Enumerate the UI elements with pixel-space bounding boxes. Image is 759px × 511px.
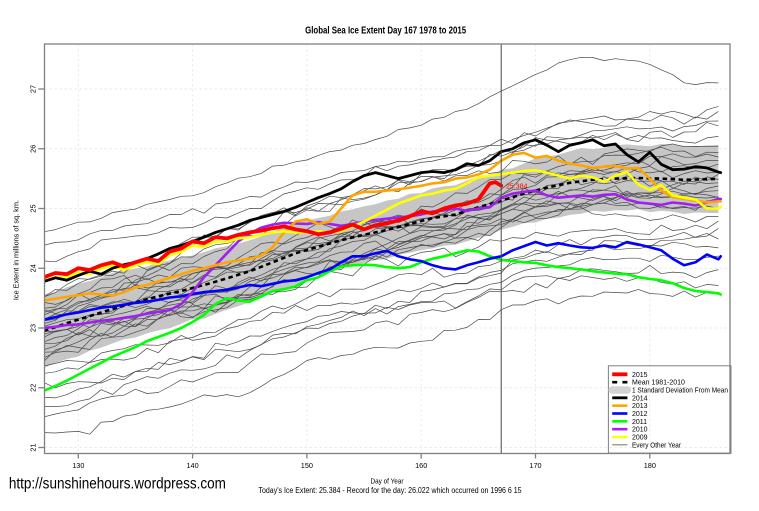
svg-text:2012: 2012: [632, 411, 648, 418]
svg-text:27: 27: [29, 85, 38, 93]
svg-text:22: 22: [29, 384, 38, 392]
svg-text:2014: 2014: [632, 395, 648, 402]
svg-text:Global Sea Ice Extent Day 167: Global Sea Ice Extent Day 167 1978 to 20…: [305, 25, 466, 37]
svg-text:http://sunshinehours.wordpress: http://sunshinehours.wordpress.com: [9, 475, 226, 492]
svg-text:140: 140: [187, 461, 199, 470]
svg-text:2010: 2010: [632, 427, 648, 434]
svg-text:Mean 1981-2010: Mean 1981-2010: [632, 380, 685, 387]
svg-text:Ice Extent in millions of sq.: Ice Extent in millions of sq. km.: [11, 200, 20, 300]
svg-text:1 Standard Deviation From Mean: 1 Standard Deviation From Mean: [632, 387, 728, 394]
svg-text:26: 26: [29, 145, 38, 153]
svg-text:150: 150: [301, 461, 313, 470]
svg-text:Day of Year: Day of Year: [371, 476, 404, 485]
svg-text:Every Other Year: Every Other Year: [632, 442, 682, 449]
svg-text:25.384: 25.384: [506, 183, 528, 190]
svg-text:170: 170: [529, 461, 541, 470]
svg-text:2009: 2009: [632, 435, 648, 442]
svg-text:2013: 2013: [632, 403, 648, 410]
svg-text:160: 160: [415, 461, 427, 470]
svg-text:Today's Ice Extent: 25.384 -: Today's Ice Extent: 25.384 - Record for …: [259, 486, 523, 495]
svg-text:23: 23: [29, 324, 38, 332]
svg-text:180: 180: [644, 461, 656, 470]
svg-text:2015: 2015: [632, 372, 648, 379]
svg-text:25: 25: [29, 204, 38, 212]
svg-text:2011: 2011: [632, 419, 647, 426]
svg-text:130: 130: [72, 461, 84, 470]
svg-text:21: 21: [29, 443, 38, 451]
svg-text:24: 24: [29, 264, 38, 272]
